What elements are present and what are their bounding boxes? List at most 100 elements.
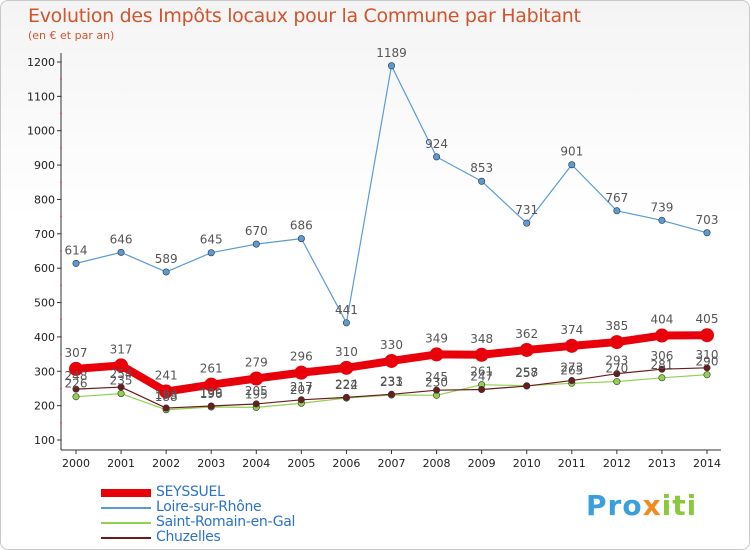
data-label: 441 (335, 303, 358, 317)
data-label: 195 (245, 387, 268, 401)
legend-label: Chuzelles (156, 529, 221, 545)
y-tick-label: 100 (34, 434, 55, 447)
legend-label: Loire-sur-Rhône (156, 499, 262, 515)
data-label: 230 (425, 375, 448, 389)
x-tick-label: 2000 (62, 457, 90, 470)
data-point (658, 216, 666, 224)
data-label: 293 (605, 354, 628, 368)
data-point (654, 328, 669, 343)
data-label: 645 (200, 233, 223, 247)
data-point (162, 268, 170, 276)
data-point (207, 402, 215, 410)
data-label: 703 (696, 213, 719, 227)
data-label: 199 (200, 386, 223, 400)
data-point (658, 374, 666, 382)
data-label: 317 (110, 342, 133, 356)
y-tick-label: 700 (34, 228, 55, 241)
x-tick-label: 2011 (558, 457, 586, 470)
data-label: 226 (65, 377, 88, 391)
data-label: 261 (470, 365, 493, 379)
data-label: 646 (110, 232, 133, 246)
data-point (523, 382, 531, 390)
data-label: 349 (425, 331, 448, 345)
y-tick-label: 500 (34, 297, 55, 310)
data-point (69, 361, 83, 376)
data-point (204, 377, 219, 392)
data-point (72, 385, 80, 393)
data-label: 307 (65, 346, 88, 360)
data-point (564, 338, 579, 353)
x-tick-label: 2006 (332, 457, 360, 470)
data-label: 247 (470, 369, 493, 383)
data-label: 290 (696, 355, 719, 369)
logo-part: Pro (586, 489, 643, 522)
data-point (117, 383, 125, 391)
data-label: 731 (515, 203, 538, 217)
data-label: 310 (696, 348, 719, 362)
y-tick-label: 800 (34, 193, 55, 206)
data-point (339, 360, 354, 375)
data-label: 217 (290, 380, 313, 394)
data-point (613, 378, 621, 386)
data-label: 241 (155, 369, 178, 383)
data-label: 853 (470, 161, 493, 175)
data-point (429, 347, 444, 362)
data-label: 224 (335, 377, 358, 391)
data-label: 670 (245, 224, 268, 238)
data-label: 362 (515, 327, 538, 341)
data-point (387, 390, 395, 398)
data-label: 281 (650, 358, 673, 372)
data-point (72, 259, 80, 267)
data-point (297, 235, 305, 243)
data-point (117, 248, 125, 256)
logo-part: x (642, 489, 662, 522)
data-label: 261 (200, 362, 223, 376)
data-point (387, 62, 395, 70)
y-tick-label: 600 (34, 262, 55, 275)
data-point (252, 400, 260, 408)
data-point (613, 370, 621, 378)
data-point (519, 342, 534, 357)
y-tick-label: 300 (34, 365, 55, 378)
data-point (207, 249, 215, 257)
data-label: 248 (65, 369, 88, 383)
data-label: 296 (290, 350, 313, 364)
x-tick-label: 2014 (693, 457, 721, 470)
legend-swatch (101, 489, 151, 497)
data-point (162, 404, 170, 412)
x-tick-label: 2009 (468, 457, 496, 470)
proxiti-logo: Proxiti (586, 489, 697, 522)
data-point (252, 240, 260, 248)
data-label: 193 (155, 388, 178, 402)
data-label: 306 (650, 349, 673, 363)
y-tick-label: 200 (34, 400, 55, 413)
data-point (342, 393, 350, 401)
legend-label: SEYSSUEL (156, 484, 225, 500)
data-label: 222 (335, 378, 358, 392)
data-label: 254 (110, 367, 133, 381)
data-point (342, 319, 350, 327)
data-label: 589 (155, 252, 178, 266)
data-point (294, 365, 309, 380)
data-point (478, 177, 486, 185)
data-point (700, 328, 714, 343)
data-point (433, 153, 441, 161)
data-label: 279 (245, 355, 268, 369)
data-point (568, 161, 576, 169)
data-label: 374 (560, 323, 583, 337)
y-tick-label: 1200 (27, 56, 55, 69)
data-label: 901 (560, 145, 583, 159)
data-point (384, 353, 399, 368)
data-label: 686 (290, 219, 313, 233)
data-point (117, 390, 125, 398)
data-label: 385 (605, 319, 628, 333)
legend-swatch (101, 522, 151, 524)
y-tick-label: 1000 (27, 125, 55, 138)
data-label: 330 (380, 338, 403, 352)
legend-label: Saint-Romain-en-Gal (156, 514, 296, 530)
data-point (658, 365, 666, 373)
data-label: 739 (650, 200, 673, 214)
y-tick-label: 900 (34, 159, 55, 172)
